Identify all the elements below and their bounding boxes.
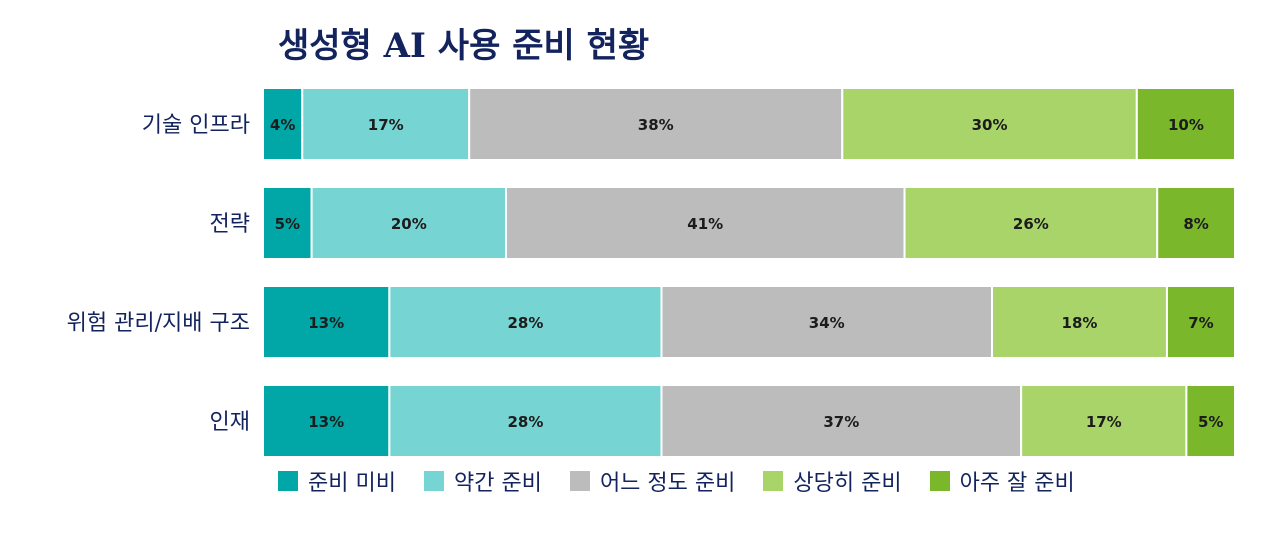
category-label: 인재 — [210, 410, 250, 435]
legend-label: 준비 미비 — [308, 471, 396, 496]
legend-label: 상당히 준비 — [793, 471, 902, 496]
bar-segment — [262, 186, 313, 260]
bar-segment — [1020, 384, 1188, 458]
data-label: 41% — [687, 215, 723, 233]
data-label: 26% — [1013, 215, 1049, 233]
data-label: 7% — [1188, 314, 1213, 332]
bar-segment — [388, 384, 663, 458]
legend-label: 약간 준비 — [453, 471, 542, 496]
bar-segment — [991, 285, 1168, 359]
legend-swatch — [569, 471, 590, 491]
category-label: 전략 — [210, 212, 250, 237]
data-label: 18% — [1062, 314, 1098, 332]
data-label: 5% — [1198, 413, 1223, 431]
bar-segment — [301, 87, 471, 161]
data-label: 17% — [1086, 413, 1122, 431]
bar-segment — [1156, 186, 1236, 260]
data-label: 8% — [1183, 215, 1208, 233]
bar-segment — [841, 87, 1138, 161]
data-label: 5% — [275, 215, 300, 233]
bar-segment — [903, 186, 1159, 260]
legend-label: 어느 정도 준비 — [599, 471, 736, 496]
data-label: 28% — [507, 413, 543, 431]
category-label: 위험 관리/지배 구조 — [67, 311, 250, 336]
bar-segment — [468, 87, 844, 161]
data-label: 30% — [972, 116, 1008, 134]
data-label: 13% — [308, 314, 344, 332]
legend-item: 준비 미비 — [278, 465, 396, 497]
legend-swatch — [763, 471, 784, 491]
bar-segment — [1135, 87, 1237, 161]
category-label: 기술 인프라 — [142, 113, 250, 138]
legend-item: 어느 정도 준비 — [569, 465, 736, 497]
legend-label: 아주 잘 준비 — [959, 471, 1075, 496]
chart-title: 생성형 AI 사용 준비 현황 — [278, 26, 650, 66]
legend-item: 상당히 준비 — [763, 465, 902, 497]
legend-swatch — [278, 471, 298, 491]
bar-segment — [388, 285, 663, 359]
data-label: 20% — [391, 215, 427, 233]
chart-legend: 준비 미비 약간 준비 어느 정도 준비 상당히 준비 아주 잘 준비 — [278, 465, 1103, 497]
data-label: 37% — [823, 413, 859, 431]
data-label: 38% — [638, 116, 674, 134]
bar-segment — [1185, 384, 1237, 458]
bar-segment — [262, 87, 304, 161]
data-label: 28% — [507, 314, 543, 332]
stacked-bar-chart: 기술 인프라 4% 17% 38% 30% 10% 전략 5% 20% 41% 26% 8% 위험 관리… — [67, 87, 1237, 458]
legend-swatch — [929, 471, 950, 491]
bar-segment — [660, 384, 1023, 458]
data-label: 17% — [368, 116, 404, 134]
bar-segment — [262, 285, 391, 359]
data-label: 4% — [270, 116, 295, 134]
bar-segment — [1165, 285, 1236, 359]
legend-item: 약간 준비 — [423, 465, 542, 497]
data-label: 34% — [809, 314, 845, 332]
bar-segment — [660, 285, 994, 359]
data-label: 10% — [1168, 116, 1204, 134]
bar-segment — [262, 384, 391, 458]
bar-segment — [505, 186, 906, 260]
legend-swatch — [423, 471, 444, 491]
data-label: 13% — [308, 413, 344, 431]
legend-item: 아주 잘 준비 — [929, 465, 1075, 497]
